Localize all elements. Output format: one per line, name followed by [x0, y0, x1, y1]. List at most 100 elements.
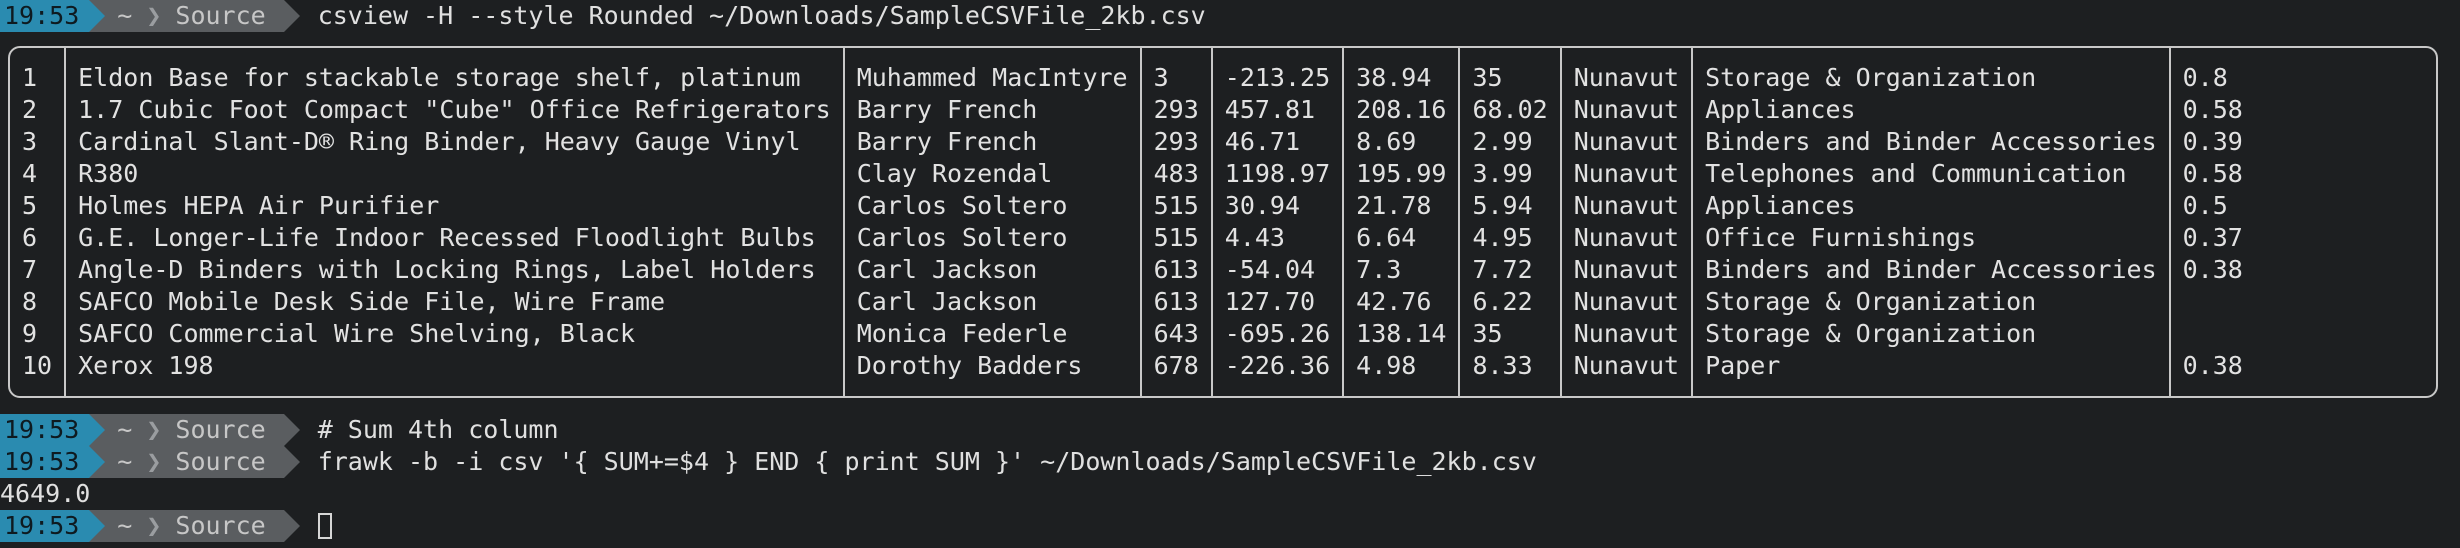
cell-row-index: 6 — [22, 223, 38, 252]
cell-customer: Barry French — [842, 126, 1141, 158]
cell-row-index: 10 — [22, 351, 53, 380]
cell-shipping: 35 — [1458, 318, 1561, 350]
cell-region: Nunavut — [1559, 318, 1693, 350]
prompt-line: 19:53 ~ ❯ Source # Sum 4th column — [0, 414, 559, 446]
cell-shipping: 4.95 — [1458, 222, 1561, 254]
cell-shipping: 7.72 — [1458, 254, 1561, 286]
chevron-right-icon: ❯ — [146, 511, 162, 540]
cell-price: 38.94 — [1342, 48, 1460, 94]
cell-customer: Clay Rozendal — [842, 158, 1141, 190]
cell-category: Telephones and Communication — [1691, 158, 2170, 190]
cell-item-name: SAFCO Mobile Desk Side File, Wire Frame — [64, 286, 844, 318]
text-cursor[interactable] — [317, 513, 332, 539]
command-text: # Sum 4th column — [317, 415, 559, 444]
command-text: csview -H --style Rounded ~/Downloads/Sa… — [317, 1, 1206, 30]
cell-price: 42.76 — [1342, 286, 1460, 318]
cell-customer: Dorothy Badders — [842, 350, 1141, 396]
cell-region: Nunavut — [1559, 48, 1693, 94]
cell-customer: Muhammed MacIntyre — [842, 48, 1141, 94]
prompt-dir: Source — [175, 415, 266, 444]
prompt-home: ~ — [117, 447, 133, 476]
cell-price: 7.3 — [1342, 254, 1460, 286]
cell-profit: -54.04 — [1210, 254, 1344, 286]
cell-region: Nunavut — [1559, 350, 1693, 396]
cell-profit: 46.71 — [1210, 126, 1344, 158]
csv-table-body: 1 Eldon Base for stackable storage shelf,… — [10, 48, 2255, 396]
cell-item-name: R380 — [64, 158, 844, 190]
cell-discount: 0.38 — [2168, 254, 2255, 286]
cell-shipping: 3.99 — [1458, 158, 1561, 190]
table-row: 8 SAFCO Mobile Desk Side File, Wire Frame… — [10, 286, 2255, 318]
cell-profit: -695.26 — [1210, 318, 1344, 350]
table-row: 7 Angle-D Binders with Locking Rings, Lab… — [10, 254, 2255, 286]
cell-item-name: Eldon Base for stackable storage shelf, … — [64, 48, 844, 94]
cell-shipping: 5.94 — [1458, 190, 1561, 222]
cell-category: Storage & Organization — [1691, 48, 2170, 94]
cell-category: Appliances — [1691, 190, 2170, 222]
cell-category: Storage & Organization — [1691, 286, 2170, 318]
cell-qty: 293 — [1139, 126, 1212, 158]
cell-shipping: 6.22 — [1458, 286, 1561, 318]
cell-region: Nunavut — [1559, 222, 1693, 254]
cell-discount: 0.39 — [2168, 126, 2255, 158]
cell-region: Nunavut — [1559, 158, 1693, 190]
cell-customer: Monica Federle — [842, 318, 1141, 350]
cell-shipping: 2.99 — [1458, 126, 1561, 158]
cell-row-index: 2 — [22, 95, 38, 124]
cell-item-name: G.E. Longer-Life Indoor Recessed Floodli… — [64, 222, 844, 254]
csv-table: 1 Eldon Base for stackable storage shelf,… — [8, 46, 2438, 398]
prompt-dir: Source — [175, 447, 266, 476]
prompt-time: 19:53 — [0, 446, 106, 478]
cell-row-index: 3 — [22, 127, 38, 156]
cell-price: 138.14 — [1342, 318, 1460, 350]
table-row: 9 SAFCO Commercial Wire Shelving, Black Mo… — [10, 318, 2255, 350]
cell-row-index: 1 — [22, 63, 38, 92]
cell-profit: 127.70 — [1210, 286, 1344, 318]
cell-price: 21.78 — [1342, 190, 1460, 222]
table-row: 6 G.E. Longer-Life Indoor Recessed Floodl… — [10, 222, 2255, 254]
cell-discount — [2168, 286, 2255, 318]
table-row: 1 Eldon Base for stackable storage shelf,… — [10, 48, 2255, 94]
cell-item-name: Cardinal Slant-D® Ring Binder, Heavy Gau… — [64, 126, 844, 158]
table-row: 4 R380 Clay Rozendal 483 1198.97 195.99 3.99 Nu… — [10, 158, 2255, 190]
cell-price: 8.69 — [1342, 126, 1460, 158]
prompt-line: 19:53 ~ ❯ Source csview -H --style Round… — [0, 0, 1206, 32]
cell-qty: 3 — [1139, 48, 1212, 94]
prompt-dir: Source — [175, 1, 266, 30]
cell-region: Nunavut — [1559, 94, 1693, 126]
cell-shipping: 8.33 — [1458, 350, 1561, 396]
cell-price: 195.99 — [1342, 158, 1460, 190]
cell-row-index: 4 — [22, 159, 38, 188]
cell-region: Nunavut — [1559, 254, 1693, 286]
cell-row-index: 7 — [22, 255, 38, 284]
cell-item-name: Angle-D Binders with Locking Rings, Labe… — [64, 254, 844, 286]
cell-customer: Barry French — [842, 94, 1141, 126]
cell-profit: -226.36 — [1210, 350, 1344, 396]
cell-qty: 678 — [1139, 350, 1212, 396]
cell-item-name: Holmes HEPA Air Purifier — [64, 190, 844, 222]
cell-qty: 613 — [1139, 286, 1212, 318]
cell-item-name: Xerox 198 — [64, 350, 844, 396]
prompt-line: 19:53 ~ ❯ Source frawk -b -i csv '{ SUM+… — [0, 446, 1537, 478]
cell-row-index: 5 — [22, 191, 38, 220]
cell-shipping: 35 — [1458, 48, 1561, 94]
cell-qty: 515 — [1139, 222, 1212, 254]
prompt-time: 19:53 — [0, 510, 106, 542]
cell-qty: 643 — [1139, 318, 1212, 350]
prompt-line[interactable]: 19:53 ~ ❯ Source — [0, 510, 332, 542]
chevron-right-icon: ❯ — [146, 415, 162, 444]
prompt-time: 19:53 — [0, 414, 106, 446]
chevron-right-icon: ❯ — [146, 447, 162, 476]
cell-profit: 1198.97 — [1210, 158, 1344, 190]
cell-profit: -213.25 — [1210, 48, 1344, 94]
prompt-home: ~ — [117, 415, 133, 444]
cell-category: Paper — [1691, 350, 2170, 396]
cell-qty: 515 — [1139, 190, 1212, 222]
cell-qty: 483 — [1139, 158, 1212, 190]
cell-discount: 0.58 — [2168, 94, 2255, 126]
command-text: frawk -b -i csv '{ SUM+=$4 } END { print… — [317, 447, 1537, 476]
cell-category: Office Furnishings — [1691, 222, 2170, 254]
cell-region: Nunavut — [1559, 190, 1693, 222]
prompt-home: ~ — [117, 1, 133, 30]
